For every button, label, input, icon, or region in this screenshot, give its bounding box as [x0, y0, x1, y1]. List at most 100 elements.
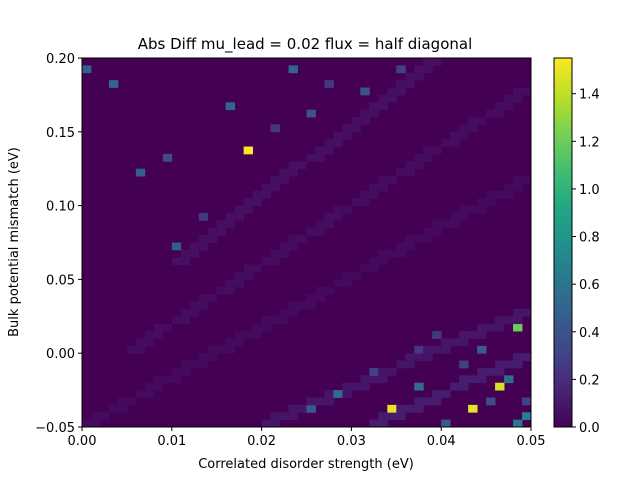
- heatmap-cell: [360, 190, 370, 199]
- heatmap-cell: [261, 419, 271, 428]
- heatmap-cell: [360, 375, 370, 384]
- heatmap-cell: [378, 367, 388, 376]
- heatmap-cell: [387, 249, 397, 258]
- heatmap-cell: [351, 124, 361, 133]
- heatmap-cell: [495, 382, 505, 391]
- heatmap-cell: [477, 198, 487, 206]
- heatmap-cell: [351, 382, 361, 391]
- heatmap-cell: [180, 257, 191, 266]
- heatmap-cell: [207, 353, 218, 361]
- heatmap-cell: [378, 249, 388, 258]
- heatmap-cell: [225, 338, 236, 347]
- heatmap-cell: [270, 316, 280, 325]
- x-tick-label: 0.04: [427, 434, 456, 449]
- heatmap-cell: [207, 345, 218, 354]
- heatmap-cell: [315, 220, 325, 229]
- heatmap-cell: [414, 235, 424, 243]
- heatmap-cell: [306, 404, 316, 413]
- heatmap-cell: [279, 249, 289, 258]
- heatmap-cell: [396, 404, 406, 413]
- heatmap-cell: [441, 390, 451, 398]
- heatmap-cell: [441, 338, 451, 347]
- heatmap-cell: [315, 146, 325, 155]
- heatmap-cell: [99, 412, 110, 421]
- heatmap-cell: [387, 404, 397, 413]
- heatmap-cell: [171, 257, 182, 266]
- heatmap-cell: [261, 316, 271, 325]
- heatmap-cell: [117, 404, 128, 413]
- heatmap-cell: [405, 404, 415, 413]
- heatmap-cell: [189, 308, 200, 317]
- heatmap-cell: [135, 338, 146, 347]
- heatmap-cell: [495, 360, 505, 369]
- heatmap-cell: [333, 279, 343, 288]
- heatmap-cell: [504, 94, 514, 103]
- heatmap-cell: [225, 220, 236, 229]
- heatmap-cell: [270, 176, 280, 184]
- heatmap-cell: [315, 153, 325, 162]
- heatmap-cell: [261, 323, 271, 332]
- heatmap-cell: [153, 375, 164, 384]
- heatmap-cell: [441, 220, 451, 229]
- heatmap-cell: [387, 176, 397, 184]
- heatmap-cell: [369, 109, 379, 118]
- heatmap-cell: [225, 345, 236, 354]
- x-axis-ticks: 0.00 0.01 0.02 0.03 0.04 0.05: [68, 427, 545, 449]
- heatmap-cell: [477, 367, 487, 376]
- heatmap-cell: [414, 353, 424, 361]
- heatmap-cell: [423, 235, 433, 243]
- colorbar-tick-label: 0.2: [579, 373, 600, 388]
- heatmap-cell: [378, 412, 388, 421]
- colorbar-ticks: 0.0 0.2 0.4 0.6 0.8 1.0 1.2 1.4: [572, 88, 600, 436]
- heatmap-cell: [234, 205, 245, 214]
- heatmap-cell: [288, 242, 298, 251]
- heatmap-cell: [216, 220, 227, 229]
- heatmap-cell: [315, 227, 325, 236]
- heatmap-cell: [513, 419, 523, 428]
- colorbar-tick-label: 0.8: [579, 231, 600, 246]
- heatmap-cell: [432, 331, 442, 339]
- heatmap-cell: [450, 139, 460, 147]
- heatmap-cell: [126, 345, 137, 354]
- heatmap-cell: [198, 353, 209, 361]
- heatmap-cell: [279, 412, 289, 421]
- chart-title: Abs Diff mu_lead = 0.02 flux = half diag…: [138, 35, 472, 54]
- heatmap-cell: [333, 205, 343, 214]
- heatmap-cell: [369, 257, 379, 266]
- heatmap-cell: [495, 367, 505, 376]
- heatmap-cell: [225, 286, 236, 295]
- heatmap-cell: [234, 272, 245, 280]
- heatmap-cell: [234, 331, 245, 339]
- heatmap-cell: [270, 183, 280, 192]
- heatmap-cell: [378, 257, 388, 266]
- heatmap-cell: [270, 124, 280, 133]
- heatmap-cell: [378, 183, 388, 192]
- heatmap-cell: [324, 220, 334, 229]
- heatmap-cell: [243, 146, 254, 155]
- heatmap-cell: [387, 412, 397, 421]
- heatmap-cell: [378, 176, 388, 184]
- heatmap-cell: [333, 131, 343, 140]
- heatmap-cell: [306, 301, 316, 310]
- heatmap-cell: [216, 286, 227, 295]
- heatmap-cell: [486, 190, 496, 199]
- heatmap-cell: [279, 308, 289, 317]
- heatmap-cell: [450, 212, 460, 221]
- heatmap-cell: [369, 264, 379, 273]
- heatmap-cell: [171, 242, 182, 251]
- heatmap-cell: [279, 168, 289, 177]
- heatmap-cell: [468, 117, 478, 125]
- heatmap-cell: [333, 390, 343, 398]
- heatmap-cell: [459, 375, 469, 384]
- heatmap-cell: [82, 419, 92, 428]
- heatmap-cell: [180, 316, 191, 325]
- y-tick-label: 0.15: [46, 126, 75, 141]
- heatmap-cell: [261, 183, 271, 192]
- heatmap-cell: [450, 382, 460, 391]
- heatmap-cell: [153, 331, 164, 339]
- heatmap-cell: [342, 272, 352, 280]
- heatmap-cell: [414, 72, 424, 81]
- heatmap-cell: [315, 286, 325, 295]
- heatmap-cell: [198, 294, 209, 302]
